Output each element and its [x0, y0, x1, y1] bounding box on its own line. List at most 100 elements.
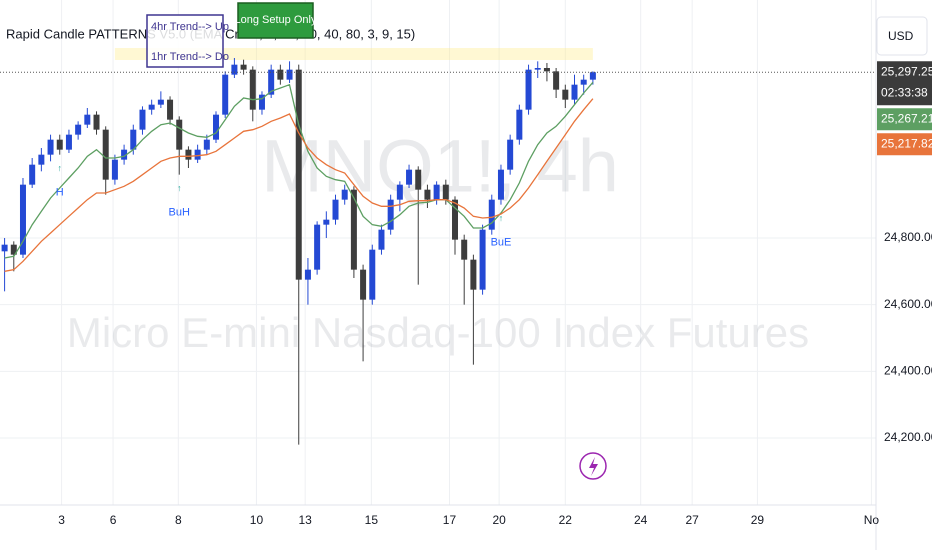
- pattern-label: BuH: [169, 207, 190, 219]
- trend-box: [146, 14, 224, 68]
- x-tick-label: 15: [365, 513, 379, 527]
- candle-body: [139, 109, 146, 130]
- candle-body: [130, 129, 137, 150]
- x-tick-label: 22: [559, 513, 573, 527]
- candle-body: [507, 139, 514, 170]
- candle-body: [553, 71, 560, 90]
- y-tick-label: 24,600.00: [884, 297, 932, 311]
- candle-body: [194, 149, 201, 160]
- x-tick-label: 24: [634, 513, 648, 527]
- countdown: 02:33:38: [881, 85, 928, 99]
- candle-body: [222, 74, 229, 115]
- candle-body: [304, 269, 311, 280]
- candle-body: [488, 199, 495, 230]
- candle-body: [534, 68, 541, 70]
- candle-body: [203, 139, 210, 150]
- x-tick-label: 10: [250, 513, 264, 527]
- pattern-arrow: ↑: [177, 183, 182, 193]
- candle-body: [102, 129, 109, 180]
- candle-body: [231, 64, 238, 75]
- candle-body: [19, 184, 26, 255]
- candle-body: [157, 99, 164, 105]
- candle-body: [10, 244, 17, 255]
- ema-price-tag: [877, 133, 932, 156]
- candle-body: [562, 89, 569, 100]
- candle-body: [396, 184, 403, 200]
- x-tick-label: 3: [58, 513, 65, 527]
- candle-body: [516, 109, 523, 140]
- x-tick-label: No: [864, 513, 880, 527]
- trend-4hr: 4hr Trend--> Up: [151, 21, 229, 33]
- ema-price-label: 25,217.82: [881, 136, 932, 150]
- candle-body: [268, 69, 275, 95]
- trend-1hr: 1hr Trend--> Do: [151, 51, 229, 63]
- candle-body: [314, 224, 321, 270]
- y-tick-label: 24,200.00: [884, 430, 932, 444]
- x-tick-label: 27: [685, 513, 699, 527]
- candle-body: [176, 119, 183, 150]
- candle-body: [249, 69, 256, 110]
- watermark-symbol: MNQ1!, 4h: [261, 125, 619, 208]
- candle-body: [277, 69, 284, 80]
- y-tick-label: 24,400.00: [884, 364, 932, 378]
- candle-body: [295, 69, 302, 280]
- candle-body: [65, 134, 72, 150]
- currency-box[interactable]: [876, 16, 928, 56]
- candle-body: [406, 169, 413, 185]
- candle-body: [47, 139, 54, 155]
- ema-line: [4, 98, 594, 272]
- y-tick-label: 24,800.00: [884, 230, 932, 244]
- candle-body: [580, 79, 587, 85]
- candle-body: [589, 72, 596, 80]
- x-tick-label: 29: [751, 513, 765, 527]
- x-tick-label: 20: [492, 513, 506, 527]
- current-price-label: 25,297.25: [881, 64, 932, 78]
- x-tick-label: 8: [175, 513, 182, 527]
- candle-body: [341, 189, 348, 200]
- candle-body: [332, 199, 339, 220]
- candle-body: [479, 229, 486, 290]
- candle-body: [360, 269, 367, 300]
- candle-body: [543, 68, 550, 72]
- ema-price-tag: [877, 108, 932, 131]
- candle-body: [38, 154, 45, 165]
- x-tick-label: 6: [110, 513, 117, 527]
- candle-body: [415, 169, 422, 190]
- candle-body: [240, 64, 247, 70]
- candle-body: [378, 229, 385, 250]
- setup-badge: Long Setup Only: [235, 14, 317, 26]
- candle-body: [387, 199, 394, 230]
- pattern-arrow: ↑: [57, 163, 62, 173]
- candle-body: [442, 184, 449, 200]
- pattern-arrow: ↑: [499, 213, 504, 223]
- axis-layer: 24,200.00 24,400.00 24,600.00 24,800.00 3 6 8 1…: [58, 61, 932, 527]
- event-bolt: [589, 457, 598, 476]
- candle-body: [452, 199, 459, 240]
- candle-body: [213, 114, 220, 140]
- candle-body: [185, 149, 192, 160]
- x-tick-label: 17: [443, 513, 457, 527]
- candle-body: [93, 114, 100, 130]
- candle-body: [424, 189, 431, 200]
- ema-line: [4, 81, 594, 259]
- candle-body: [497, 169, 504, 200]
- candle-body: [29, 164, 36, 185]
- candle-body: [111, 159, 118, 180]
- candle-body: [75, 124, 82, 135]
- candle-body: [121, 149, 128, 160]
- candle-body: [350, 189, 357, 270]
- plot-layer: ↑ H ↑ BuH ↑ BuE: [0, 58, 876, 445]
- current-price-tag: [877, 61, 932, 106]
- candle-body: [84, 114, 91, 125]
- watermark-description: Micro E-mini Nasdaq-100 Index Futures: [67, 309, 809, 356]
- candle-body: [323, 219, 330, 225]
- background-layer: [0, 0, 876, 505]
- currency[interactable]: USD: [888, 29, 914, 43]
- candle-body: [461, 239, 468, 260]
- setup-badge-box: [237, 2, 314, 39]
- candle-body: [433, 184, 440, 200]
- x-tick-label: 13: [298, 513, 312, 527]
- candle-body: [525, 69, 532, 110]
- candle-body: [167, 99, 174, 120]
